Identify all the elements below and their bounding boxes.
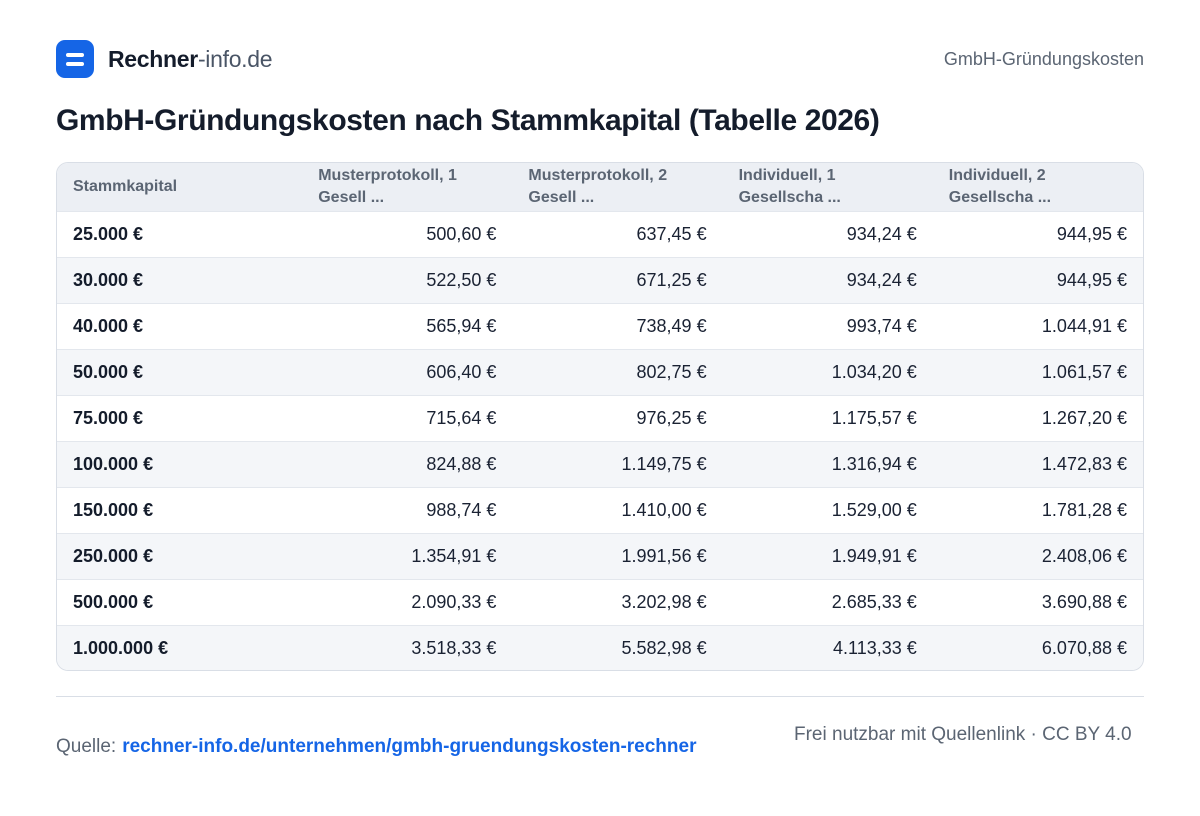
column-header-individuell-1: Individuell, 1 Gesellscha ...: [738, 166, 841, 206]
cost-cell: 671,25 €: [636, 269, 707, 290]
stammkapital-cell: 75.000 €: [73, 407, 144, 428]
column-header-musterprotokoll-1: Musterprotokoll, 1 Gesell ...: [318, 166, 457, 206]
cost-cell: 1.034,20 €: [831, 361, 917, 382]
table-row: 500.000 € 2.090,33 € 3.202,98 € 2.685,33 € 3…: [57, 579, 1143, 625]
cost-cell: 1.061,57 €: [1041, 361, 1127, 382]
calculator-logo-icon: [56, 40, 94, 78]
cost-cell: 934,24 €: [846, 269, 917, 290]
cost-cell: 3.202,98 €: [621, 591, 707, 612]
table-row: 150.000 € 988,74 € 1.410,00 € 1.529,00 € 1.7…: [57, 487, 1143, 533]
column-header-musterprotokoll-2: Musterprotokoll, 2 Gesell ...: [528, 166, 668, 206]
cost-cell: 1.044,91 €: [1041, 315, 1127, 336]
cost-cell: 1.781,28 €: [1041, 499, 1127, 520]
table-row: 30.000 € 522,50 € 671,25 € 934,24 € 944,95 €: [57, 257, 1143, 303]
cost-cell: 3.690,88 €: [1041, 591, 1127, 612]
cost-cell: 2.685,33 €: [831, 591, 917, 612]
stammkapital-cell: 1.000.000 €: [73, 637, 169, 658]
table-row: 25.000 € 500,60 € 637,45 € 934,24 € 944,95 €: [57, 211, 1143, 257]
cost-cell: 1.410,00 €: [621, 499, 707, 520]
stammkapital-cell: 40.000 €: [73, 315, 144, 336]
stammkapital-cell: 100.000 €: [73, 453, 154, 474]
cost-cell: 565,94 €: [426, 315, 497, 336]
source-label: Quelle:: [56, 736, 117, 757]
header-topic-label: GmbH-Gründungskosten: [943, 48, 1144, 69]
source-line: Quelle: rechner-info.de/unternehmen/gmbh-…: [56, 736, 696, 758]
table-row: 1.000.000 € 3.518,33 € 5.582,98 € 4.113,33 …: [57, 625, 1143, 670]
stammkapital-cell: 50.000 €: [73, 361, 144, 382]
cost-cell: 606,40 €: [426, 361, 497, 382]
table-row: 250.000 € 1.354,91 € 1.991,56 € 1.949,91 € 2…: [57, 533, 1143, 579]
table-body: 25.000 € 500,60 € 637,45 € 934,24 € 944,95 €…: [57, 211, 1143, 670]
license-note: Frei nutzbar mit Quellenlink · CC BY 4.0: [794, 724, 1132, 745]
brand[interactable]: Rechner-info.de: [56, 40, 273, 78]
cost-cell: 976,25 €: [636, 407, 707, 428]
stammkapital-cell: 25.000 €: [73, 223, 144, 244]
cost-cell: 1.267,20 €: [1041, 407, 1127, 428]
cost-cell: 993,74 €: [846, 315, 917, 336]
table-row: 100.000 € 824,88 € 1.149,75 € 1.316,94 € 1.4…: [57, 441, 1143, 487]
footer-divider: [56, 696, 1144, 697]
stammkapital-cell: 250.000 €: [73, 545, 154, 566]
cost-cell: 637,45 €: [636, 223, 707, 244]
cost-cell: 944,95 €: [1056, 223, 1127, 244]
cost-table: Stammkapital Musterprotokoll, 1 Gesell .…: [57, 163, 1143, 670]
cost-cell: 738,49 €: [636, 315, 707, 336]
column-header-stammkapital: Stammkapital: [73, 177, 178, 195]
table-row: 40.000 € 565,94 € 738,49 € 993,74 € 1.044,91…: [57, 303, 1143, 349]
brand-name: Rechner-info.de: [108, 45, 273, 73]
cost-cell: 5.582,98 €: [621, 637, 707, 658]
cost-cell: 2.408,06 €: [1041, 545, 1127, 566]
site-header: Rechner-info.de GmbH-Gründungskosten: [56, 40, 1144, 78]
cost-cell: 4.113,33 €: [833, 637, 917, 658]
cost-table-container: Stammkapital Musterprotokoll, 1 Gesell .…: [56, 162, 1144, 671]
cost-cell: 2.090,33 €: [411, 591, 497, 612]
brand-name-strong: Rechner: [108, 45, 198, 72]
brand-name-light: -info.de: [197, 45, 273, 72]
cost-cell: 824,88 €: [426, 453, 497, 474]
column-header-individuell-2: Individuell, 2 Gesellscha ...: [948, 166, 1052, 206]
cost-cell: 1.316,94 €: [831, 453, 917, 474]
stammkapital-cell: 30.000 €: [73, 269, 144, 290]
source-link[interactable]: rechner-info.de/unternehmen/gmbh-gruendu…: [122, 736, 697, 757]
cost-cell: 1.991,56 €: [621, 545, 707, 566]
table-row: 75.000 € 715,64 € 976,25 € 1.175,57 € 1.267,…: [57, 395, 1143, 441]
cost-cell: 1.472,83 €: [1041, 453, 1127, 474]
cost-cell: 500,60 €: [426, 223, 497, 244]
cost-cell: 1.149,75 €: [621, 453, 707, 474]
cost-cell: 6.070,88 €: [1041, 637, 1127, 658]
stammkapital-cell: 150.000 €: [73, 499, 154, 520]
cost-cell: 715,64 €: [426, 407, 497, 428]
page-title: GmbH-Gründungskosten nach Stammkapital (…: [56, 104, 880, 137]
cost-cell: 1.175,57 €: [831, 407, 917, 428]
table-header-row: Stammkapital Musterprotokoll, 1 Gesell .…: [57, 163, 1143, 211]
cost-cell: 934,24 €: [846, 223, 917, 244]
cost-cell: 944,95 €: [1056, 269, 1127, 290]
stammkapital-cell: 500.000 €: [73, 591, 154, 612]
cost-cell: 802,75 €: [636, 361, 707, 382]
cost-cell: 3.518,33 €: [411, 637, 497, 658]
cost-cell: 988,74 €: [426, 499, 497, 520]
cost-cell: 522,50 €: [426, 269, 497, 290]
cost-cell: 1.529,00 €: [831, 499, 917, 520]
table-row: 50.000 € 606,40 € 802,75 € 1.034,20 € 1.061,…: [57, 349, 1143, 395]
cost-cell: 1.354,91 €: [411, 545, 497, 566]
cost-cell: 1.949,91 €: [831, 545, 917, 566]
